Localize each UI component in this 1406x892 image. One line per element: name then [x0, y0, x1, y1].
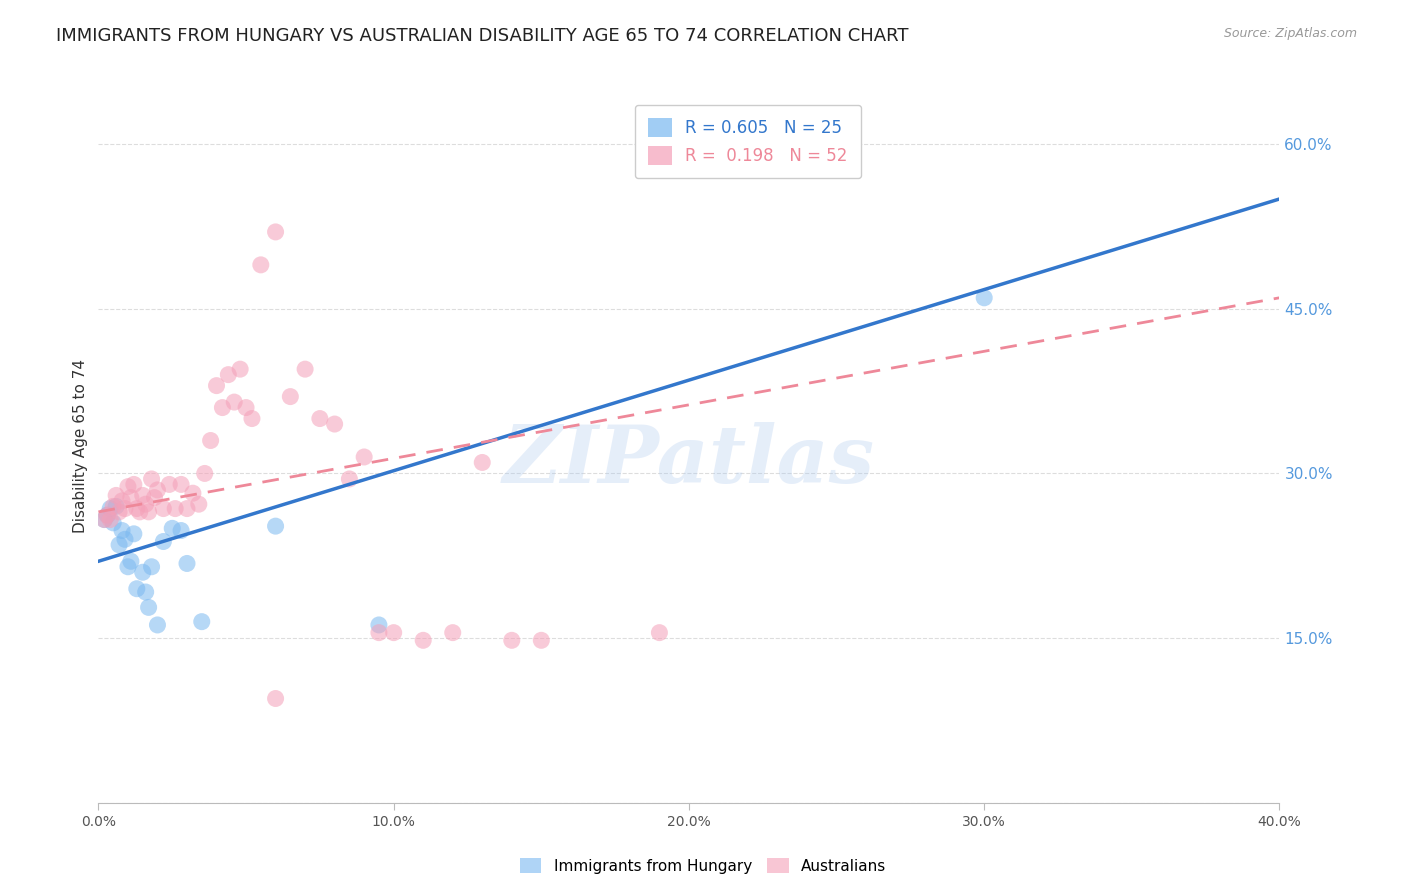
Point [135, 585, 157, 599]
Text: Source: ZipAtlas.com: Source: ZipAtlas.com [1223, 27, 1357, 40]
Point [132, 566, 155, 580]
Text: ZIPatlas: ZIPatlas [503, 422, 875, 499]
Point [309, 411, 332, 425]
Point [93, 512, 115, 526]
Point [191, 615, 214, 629]
Point [217, 368, 239, 382]
Point [111, 494, 134, 508]
Point [229, 362, 252, 376]
Point [120, 554, 142, 568]
Point [146, 618, 169, 632]
Point [368, 618, 391, 632]
Point [501, 633, 523, 648]
Point [165, 501, 187, 516]
Y-axis label: Disability Age 65 to 74: Disability Age 65 to 74 [73, 359, 89, 533]
Point [181, 486, 204, 500]
Point [441, 625, 464, 640]
Point [382, 625, 405, 640]
Point [96, 508, 118, 523]
Point [264, 519, 287, 533]
Point [141, 559, 163, 574]
Point [122, 526, 145, 541]
Point [530, 633, 553, 648]
Point [323, 417, 346, 431]
Point [278, 390, 302, 404]
Point [187, 497, 209, 511]
Point [105, 488, 128, 502]
Point [471, 455, 494, 469]
Point [368, 625, 391, 640]
Point [205, 378, 228, 392]
Point [235, 401, 257, 415]
Point [125, 582, 148, 596]
Point [103, 516, 125, 530]
Point [170, 477, 193, 491]
Point [294, 362, 316, 376]
Point [973, 291, 995, 305]
Point [114, 501, 136, 516]
Legend: R = 0.605   N = 25, R =  0.198   N = 52: R = 0.605 N = 25, R = 0.198 N = 52 [636, 104, 860, 178]
Point [152, 501, 174, 516]
Point [162, 521, 183, 535]
Point [117, 480, 139, 494]
Point [93, 512, 115, 526]
Point [157, 477, 180, 491]
Point [143, 491, 166, 505]
Point [117, 559, 139, 574]
Point [114, 533, 136, 547]
Point [138, 600, 160, 615]
Point [96, 508, 118, 523]
Point [224, 395, 246, 409]
Point [264, 691, 287, 706]
Point [339, 472, 360, 486]
Point [250, 258, 273, 272]
Point [128, 505, 150, 519]
Point [103, 500, 125, 514]
Point [211, 401, 233, 415]
Point [176, 557, 198, 571]
Point [138, 505, 160, 519]
Point [132, 488, 155, 502]
Point [170, 524, 193, 538]
Point [194, 467, 217, 481]
Point [120, 491, 142, 505]
Point [152, 534, 174, 549]
Point [412, 633, 434, 648]
Point [648, 625, 671, 640]
Point [98, 501, 121, 516]
Point [122, 477, 145, 491]
Point [111, 524, 134, 538]
Point [176, 501, 198, 516]
Point [264, 225, 287, 239]
Point [105, 500, 128, 514]
Legend: Immigrants from Hungary, Australians: Immigrants from Hungary, Australians [513, 852, 893, 880]
Text: IMMIGRANTS FROM HUNGARY VS AUSTRALIAN DISABILITY AGE 65 TO 74 CORRELATION CHART: IMMIGRANTS FROM HUNGARY VS AUSTRALIAN DI… [56, 27, 908, 45]
Point [240, 411, 263, 425]
Point [200, 434, 222, 448]
Point [108, 538, 131, 552]
Point [353, 450, 375, 464]
Point [135, 497, 157, 511]
Point [141, 472, 163, 486]
Point [98, 512, 121, 526]
Point [146, 483, 169, 497]
Point [125, 501, 148, 516]
Point [108, 505, 131, 519]
